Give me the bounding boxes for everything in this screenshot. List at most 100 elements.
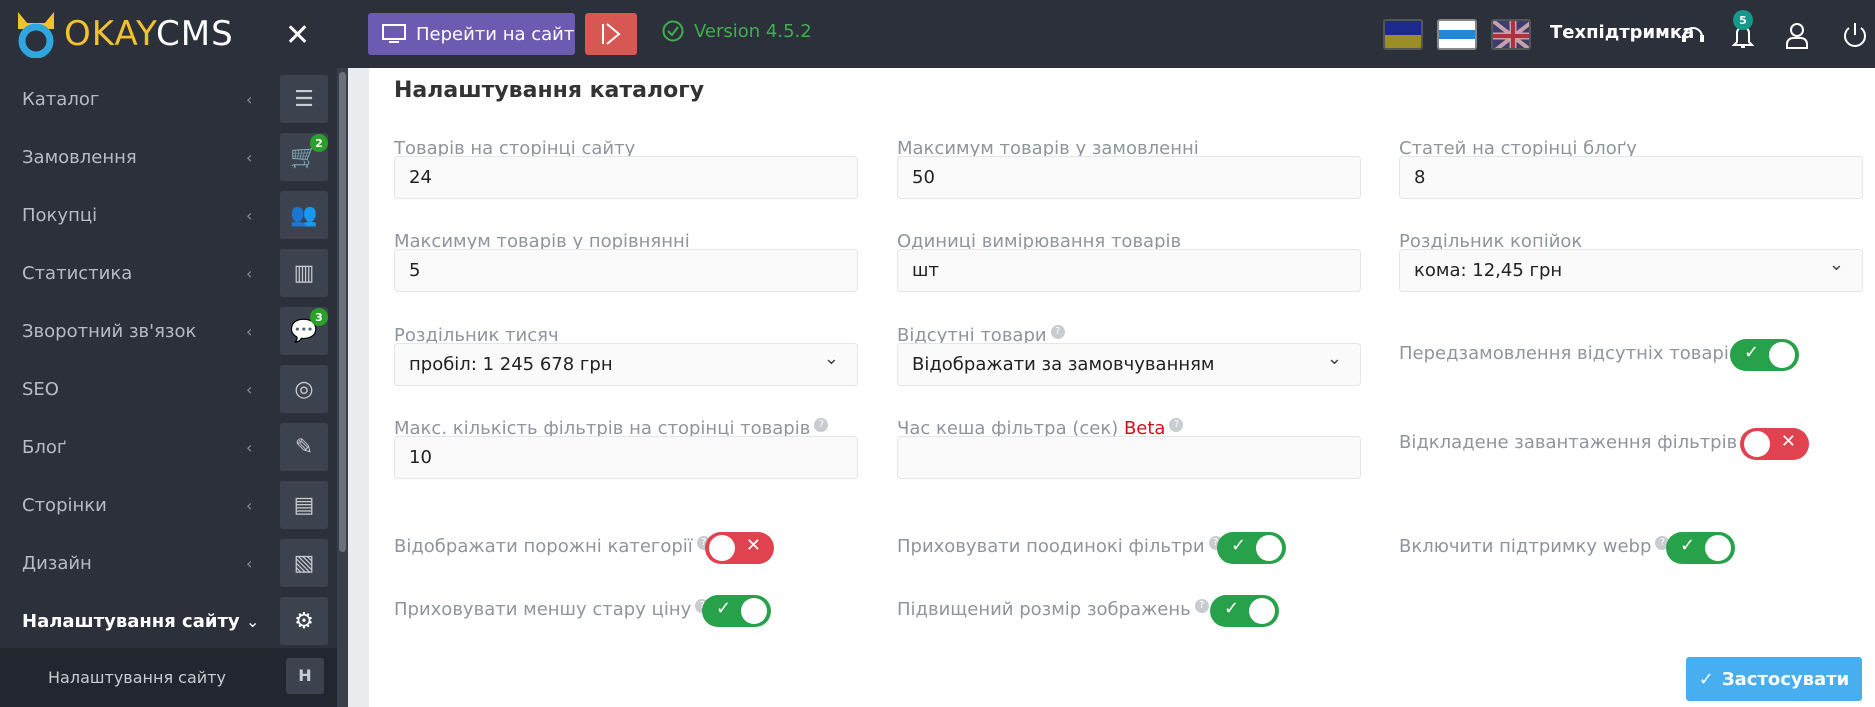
sidebar-item[interactable]: Покупці ‹ 👥 xyxy=(0,186,337,244)
check-icon: ✓ xyxy=(1698,668,1714,690)
per_page-input[interactable]: 24 xyxy=(394,156,858,199)
empty_cats-toggle[interactable]: ✕ xyxy=(705,532,774,564)
chevron-left-icon: ‹ xyxy=(246,89,253,109)
help-icon[interactable]: ? xyxy=(1194,599,1209,613)
hide_old_price-toggle[interactable]: ✓ xyxy=(702,595,771,627)
hide_single-label: Приховувати поодинокі фільтри? xyxy=(897,536,1223,557)
beta-label: Beta xyxy=(1123,418,1166,439)
sidebar-item[interactable]: SEO ‹ ◎ xyxy=(0,360,337,418)
sidebar-item[interactable]: Замовлення ‹ 🛒 2 xyxy=(0,128,337,186)
check-icon: ✓ xyxy=(1231,535,1247,556)
webp-toggle[interactable]: ✓ xyxy=(1666,532,1735,564)
x-icon: ✕ xyxy=(745,535,761,556)
sidebar-subitem-site-settings[interactable]: Налаштування сайту H xyxy=(0,648,337,707)
subitem-label: Налаштування сайту xyxy=(48,668,226,687)
bar-chart-icon: ▥ xyxy=(280,249,328,297)
max_compare-input[interactable]: 5 xyxy=(394,249,858,292)
logo-text: OKAY xyxy=(64,14,156,54)
max_order-label: Максимум товарів у замовленні xyxy=(897,138,1199,159)
missing-select[interactable]: Відображати за замовчуванням xyxy=(897,343,1361,386)
check-icon: ✓ xyxy=(716,598,732,619)
sidebar-item[interactable]: Блоґ ‹ ✎ xyxy=(0,418,337,476)
blog_per_page-label: Статей на сторінці блоґу xyxy=(1399,138,1637,159)
sidebar-item[interactable]: Зворотний зв'язок ‹ 💬 3 xyxy=(0,302,337,360)
flag-en-icon[interactable] xyxy=(1491,19,1531,50)
sidebar-item-label: Зворотний зв'язок xyxy=(22,320,197,342)
decimal_sep-select[interactable]: кома: 12,45 грн xyxy=(1399,249,1863,292)
sidebar-item[interactable]: Статистика ‹ ▥ xyxy=(0,244,337,302)
empty_cats-label: Відображати порожні категорії? xyxy=(394,536,711,557)
toggle-knob xyxy=(1705,535,1731,561)
filter_cache-input[interactable] xyxy=(897,436,1361,479)
filter_cache-label: Час кеша фільтра (сек) Beta? xyxy=(897,418,1184,439)
units-input[interactable]: шт xyxy=(897,249,1361,292)
top-bar xyxy=(0,0,1875,68)
thousands_sep-label: Роздільник тисяч xyxy=(394,325,559,346)
apply-button[interactable]: ✓ Застосувати xyxy=(1686,657,1862,701)
play-button[interactable] xyxy=(585,13,637,55)
count-badge: 3 xyxy=(310,308,328,326)
count-badge: 2 xyxy=(310,134,328,152)
check-icon: ✓ xyxy=(1680,535,1696,556)
max_compare-label: Максимум товарів у порівнянні xyxy=(394,231,690,252)
gear-icon: ⚙ xyxy=(280,597,328,645)
go-to-site-button[interactable]: Перейти на сайт xyxy=(368,13,575,55)
preorder-label: Передзамовлення відсутніх товарів xyxy=(1399,343,1740,364)
sidebar-item-label: SEO xyxy=(22,378,59,400)
toggle-knob xyxy=(741,598,767,624)
missing-label: Відсутні товари? xyxy=(897,325,1065,346)
headset-icon[interactable] xyxy=(1680,22,1706,52)
list-icon: ☰ xyxy=(280,75,328,123)
sidebar-scrollbar-thumb[interactable] xyxy=(339,72,346,552)
webp-label: Включити підтримку webp? xyxy=(1399,536,1670,557)
big_images-toggle[interactable]: ✓ xyxy=(1210,595,1279,627)
x-icon: ✕ xyxy=(1780,431,1796,452)
sidebar-item-label: Блоґ xyxy=(22,436,67,458)
sidebar-item[interactable]: Сторінки ‹ ▤ xyxy=(0,476,337,534)
max_order-input[interactable]: 50 xyxy=(897,156,1361,199)
toggle-knob xyxy=(1769,342,1795,368)
page-icon: ▤ xyxy=(280,481,328,529)
power-icon[interactable] xyxy=(1842,22,1868,54)
chevron-left-icon: ‹ xyxy=(246,379,253,399)
chevron-left-icon: ‹ xyxy=(246,321,253,341)
blog_per_page-input[interactable]: 8 xyxy=(1399,156,1863,199)
help-icon[interactable]: ? xyxy=(1655,536,1670,550)
lazy_filters-label: Відкладене завантаження фільтрів? xyxy=(1399,432,1756,453)
sidebar-item[interactable]: Налаштування сайту ⌄ ⚙ xyxy=(0,592,337,650)
help-icon[interactable]: ? xyxy=(814,418,829,432)
help-icon[interactable]: ? xyxy=(1169,418,1184,432)
hide_single-toggle[interactable]: ✓ xyxy=(1217,532,1286,564)
check-icon: ✓ xyxy=(1224,598,1240,619)
flag-uk-ua-icon[interactable] xyxy=(1383,19,1423,50)
check-icon: ✓ xyxy=(1744,342,1760,363)
user-icon[interactable] xyxy=(1785,22,1809,54)
toggle-knob xyxy=(1249,598,1275,624)
pencil-icon: ✎ xyxy=(280,423,328,471)
logo[interactable]: OKAYCMS xyxy=(14,10,234,58)
logo-text: CMS xyxy=(156,14,234,54)
sidebar-item[interactable]: Дизайн ‹ ▧ xyxy=(0,534,337,592)
chevron-left-icon: ‹ xyxy=(246,147,253,167)
apply-label: Застосувати xyxy=(1721,668,1850,690)
chevron-left-icon: ‹ xyxy=(246,263,253,283)
thousands_sep-select[interactable]: пробіл: 1 245 678 грн xyxy=(394,343,858,386)
toggle-knob xyxy=(709,535,735,561)
flag-ru-icon[interactable] xyxy=(1437,19,1477,50)
max_filters-input[interactable]: 10 xyxy=(394,436,858,479)
chevron-left-icon: ‹ xyxy=(246,437,253,457)
version-text: Version 4.5.2 xyxy=(694,20,812,42)
sidebar-item-label: Дизайн xyxy=(22,552,92,574)
sidebar-item-label: Налаштування сайту xyxy=(22,610,240,632)
page-title: Налаштування каталогу xyxy=(394,78,705,103)
preorder-toggle[interactable]: ✓ xyxy=(1730,339,1799,371)
per_page-label: Товарів на сторінці сайту xyxy=(394,138,636,159)
close-sidebar-icon[interactable]: ✕ xyxy=(285,18,311,53)
lazy_filters-toggle[interactable]: ✕ xyxy=(1740,428,1809,460)
support-link[interactable]: Техпідтримка xyxy=(1550,22,1695,43)
decimal_sep-label: Роздільник копійок xyxy=(1399,231,1583,252)
big_images-label: Підвищений розмір зображень? xyxy=(897,599,1209,620)
sidebar-item[interactable]: Каталог ‹ ☰ xyxy=(0,70,337,128)
users-icon: 👥 xyxy=(280,191,328,239)
help-icon[interactable]: ? xyxy=(1050,325,1065,339)
